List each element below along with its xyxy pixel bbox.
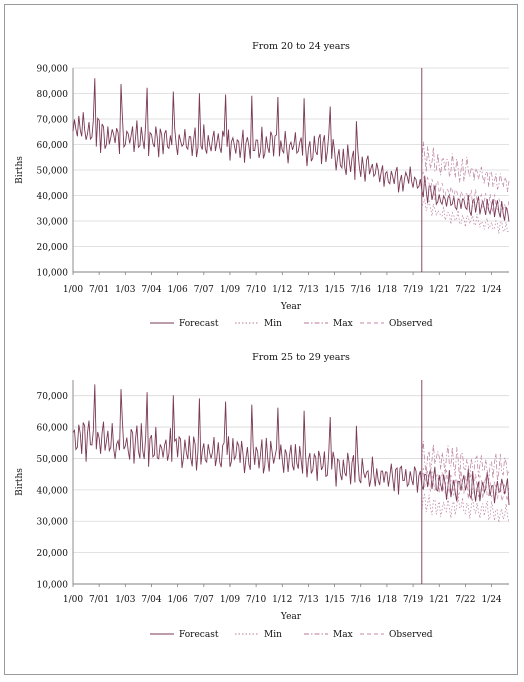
x-axis-label: Year [280, 302, 302, 312]
series-line-observed [421, 171, 510, 213]
x-tick-label: 1/00 [63, 595, 83, 605]
y-tick-label: 10,000 [37, 581, 69, 591]
x-tick-label: 7/16 [351, 595, 371, 605]
x-tick-label: 7/01 [89, 285, 109, 295]
x-tick-label: 1/21 [429, 595, 449, 605]
x-tick-label: 1/06 [168, 595, 188, 605]
series-line-max [421, 141, 510, 192]
y-tick-label: 40,000 [37, 192, 69, 202]
series-line-min [421, 199, 510, 234]
x-tick-label: 7/16 [351, 285, 371, 295]
y-tick-label: 70,000 [37, 392, 69, 402]
y-tick-label: 80,000 [37, 90, 69, 100]
x-tick-label: 7/07 [194, 595, 214, 605]
x-tick-label: 1/12 [272, 595, 292, 605]
legend-label: Observed [389, 630, 433, 640]
x-tick-label: 7/01 [89, 595, 109, 605]
series-line-max [421, 440, 510, 482]
x-tick-label: 1/21 [429, 285, 449, 295]
series-line-min [421, 493, 510, 523]
x-tick-label: 7/22 [455, 595, 475, 605]
y-axis-label: Births [15, 468, 25, 496]
legend-label: Forecast [179, 319, 219, 329]
y-tick-label: 20,000 [37, 549, 69, 559]
chart-title: From 20 to 24 years [252, 41, 350, 52]
y-tick-label: 60,000 [37, 141, 69, 151]
x-tick-label: 7/13 [298, 285, 318, 295]
x-tick-label: 7/22 [455, 285, 475, 295]
x-tick-label: 1/18 [377, 285, 397, 295]
legend-label: Min [264, 630, 282, 640]
y-tick-label: 30,000 [37, 518, 69, 528]
y-tick-label: 40,000 [37, 486, 69, 496]
legend-label: Max [333, 630, 353, 640]
x-tick-label: 7/04 [141, 285, 161, 295]
y-tick-label: 60,000 [37, 424, 69, 434]
figure-frame [4, 4, 518, 675]
legend-label: Min [264, 319, 282, 329]
x-tick-label: 1/24 [481, 285, 501, 295]
x-tick-label: 7/19 [403, 595, 423, 605]
chart-title: From 25 to 29 years [252, 352, 350, 363]
x-tick-label: 1/09 [220, 285, 240, 295]
y-tick-label: 90,000 [37, 65, 69, 75]
series-line-forecast [72, 384, 510, 506]
x-tick-label: 7/19 [403, 285, 423, 295]
y-tick-label: 30,000 [37, 218, 69, 228]
x-tick-label: 1/12 [272, 285, 292, 295]
y-axis-label: Births [15, 156, 25, 184]
x-tick-label: 7/10 [246, 595, 266, 605]
y-tick-label: 50,000 [37, 455, 69, 465]
y-tick-label: 50,000 [37, 167, 69, 177]
x-tick-label: 1/15 [324, 285, 344, 295]
legend-label: Forecast [179, 630, 219, 640]
series-line-observed [421, 467, 510, 502]
x-tick-label: 1/00 [63, 285, 83, 295]
x-tick-label: 1/06 [168, 285, 188, 295]
x-tick-label: 1/09 [220, 595, 240, 605]
legend-label: Observed [389, 319, 433, 329]
x-tick-label: 7/13 [298, 595, 318, 605]
y-tick-label: 10,000 [37, 269, 69, 279]
x-tick-label: 1/03 [115, 285, 135, 295]
legend-label: Max [333, 319, 353, 329]
x-tick-label: 7/07 [194, 285, 214, 295]
x-tick-label: 1/03 [115, 595, 135, 605]
x-tick-label: 7/10 [246, 285, 266, 295]
x-tick-label: 1/18 [377, 595, 397, 605]
x-tick-label: 1/15 [324, 595, 344, 605]
x-tick-label: 1/24 [481, 595, 501, 605]
series-line-forecast [72, 78, 510, 222]
y-tick-label: 70,000 [37, 116, 69, 126]
x-tick-label: 7/04 [141, 595, 161, 605]
x-axis-label: Year [280, 612, 302, 622]
y-tick-label: 20,000 [37, 243, 69, 253]
